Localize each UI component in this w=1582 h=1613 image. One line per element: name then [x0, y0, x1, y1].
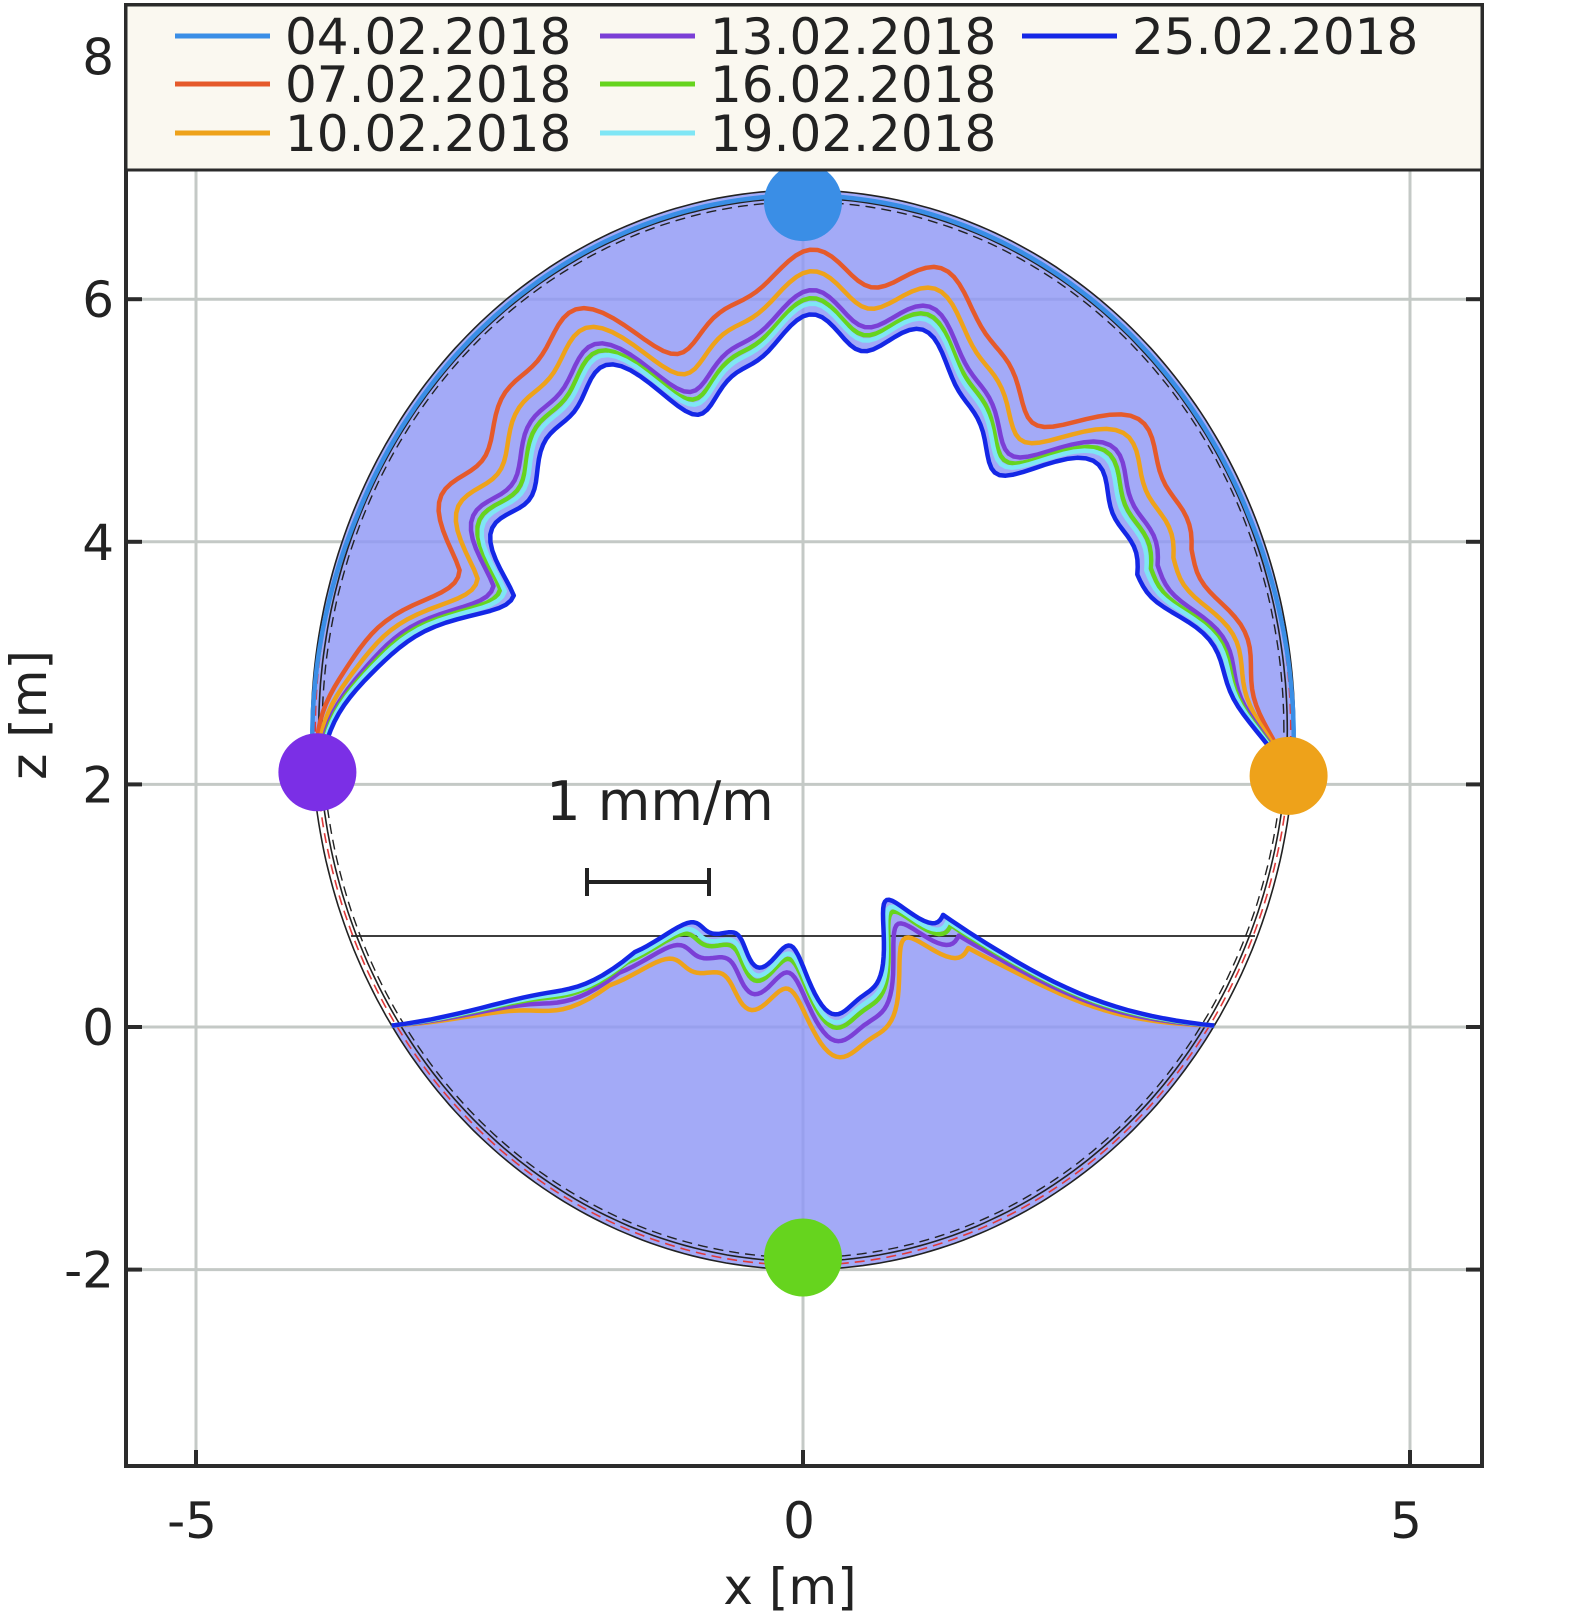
series-line-lower — [391, 897, 1215, 1028]
sensor-point — [1249, 736, 1328, 815]
y-tick-label: 0 — [82, 999, 114, 1057]
deformation-area-upper — [311, 190, 1295, 785]
legend-label: 16.02.2018 — [710, 56, 996, 114]
scale-bar: 1 mm/m — [546, 770, 774, 896]
y-tick-label: 2 — [82, 756, 114, 814]
scale-bar-label: 1 mm/m — [546, 770, 774, 833]
legend-label: 10.02.2018 — [285, 105, 571, 163]
y-tick-label: -2 — [64, 1242, 114, 1300]
y-tick-label: 4 — [82, 514, 114, 572]
y-tick-label: 8 — [82, 29, 114, 87]
legend-label: 25.02.2018 — [1132, 8, 1418, 66]
legend-label: 07.02.2018 — [285, 56, 571, 114]
y-axis-label: z [m] — [0, 650, 58, 780]
x-tick-label: -5 — [167, 1492, 217, 1550]
sensor-point — [278, 733, 357, 812]
legend-box — [124, 3, 1484, 172]
series-line-upper — [311, 312, 1295, 786]
series-line-upper — [311, 301, 1295, 786]
plot-area — [278, 163, 1328, 1297]
series-line-upper — [311, 287, 1295, 786]
series-line-upper — [311, 269, 1295, 786]
y-tick-label: 6 — [82, 271, 114, 329]
series-line-upper — [311, 247, 1295, 786]
tick-labels: -5 0 5 -2 0 2 4 6 8 — [64, 29, 1422, 1550]
series-line-upper — [311, 296, 1295, 786]
x-tick-label: 5 — [1390, 1492, 1422, 1550]
sensor-point — [764, 1218, 842, 1297]
x-axis-label: x [m] — [723, 1558, 856, 1613]
legend-label: 19.02.2018 — [710, 105, 996, 163]
legend-label: 04.02.2018 — [285, 8, 571, 66]
series-line-lower — [391, 921, 1215, 1044]
x-tick-label: 0 — [783, 1492, 815, 1550]
series-line-lower — [391, 904, 1215, 1028]
series-line-lower — [391, 935, 1215, 1060]
sensor-point — [764, 163, 842, 242]
legend-label: 13.02.2018 — [710, 8, 996, 66]
